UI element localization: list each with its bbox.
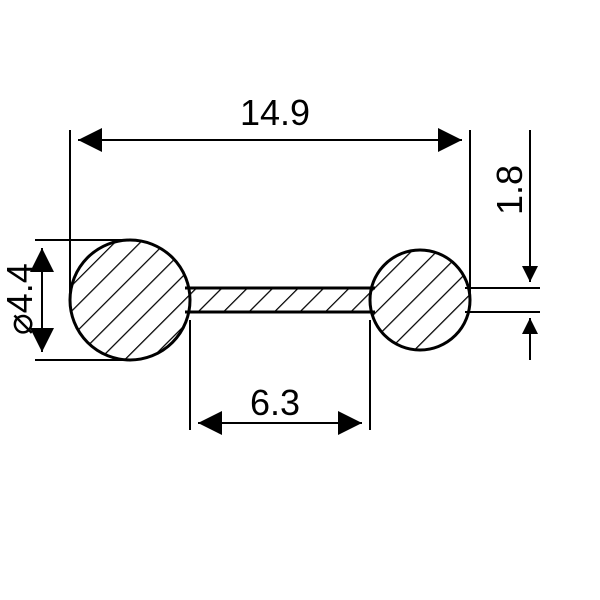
dim-width-label: 14.9 [240,92,310,133]
dim-diameter-label: ⌀4.4 [0,263,40,335]
dimension-bar-height: 1.8 [465,130,540,360]
technical-drawing: 14.9 ⌀4.4 6.3 1.8 [0,0,600,600]
dimension-bar-length: 6.3 [190,320,370,430]
dumbbell-shape [70,240,470,360]
dim-bar-height-label: 1.8 [489,165,530,215]
dim-bar-length-label: 6.3 [250,382,300,423]
